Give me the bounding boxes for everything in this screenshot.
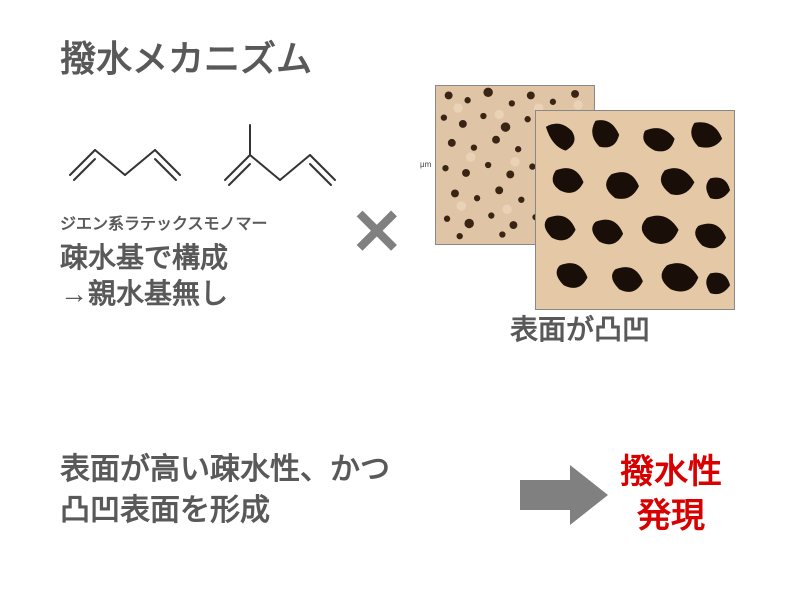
right-description: 表面が凸凹 <box>510 308 650 348</box>
left-description: 疎水基で構成 →親水基無し <box>60 240 228 313</box>
result-text: 撥水性 発現 <box>620 450 722 538</box>
result-line1: 撥水性 <box>620 453 722 491</box>
result-line2: 発現 <box>637 497 705 535</box>
multiply-symbol: ✕ <box>350 195 404 270</box>
bottom-description: 表面が高い疎水性、かつ 凸凹表面を形成 <box>60 450 390 531</box>
afm-images: μm <box>430 85 740 300</box>
slide-title: 撥水メカニズム <box>60 30 312 82</box>
afm-image-2 <box>535 110 735 310</box>
isoprene-structure <box>215 115 345 195</box>
arrow-icon <box>520 460 610 530</box>
molecule-diagrams <box>60 110 340 200</box>
desc-left-line2: →親水基無し <box>60 278 228 309</box>
butadiene-structure <box>60 130 190 190</box>
bottom-line1: 表面が高い疎水性、かつ <box>60 453 390 486</box>
bottom-line2: 凸凹表面を形成 <box>60 494 270 527</box>
desc-left-line1: 疎水基で構成 <box>60 242 228 273</box>
monomer-subtitle: ジエン系ラテックスモノマー <box>60 210 268 234</box>
y-axis-unit: μm <box>420 160 431 169</box>
